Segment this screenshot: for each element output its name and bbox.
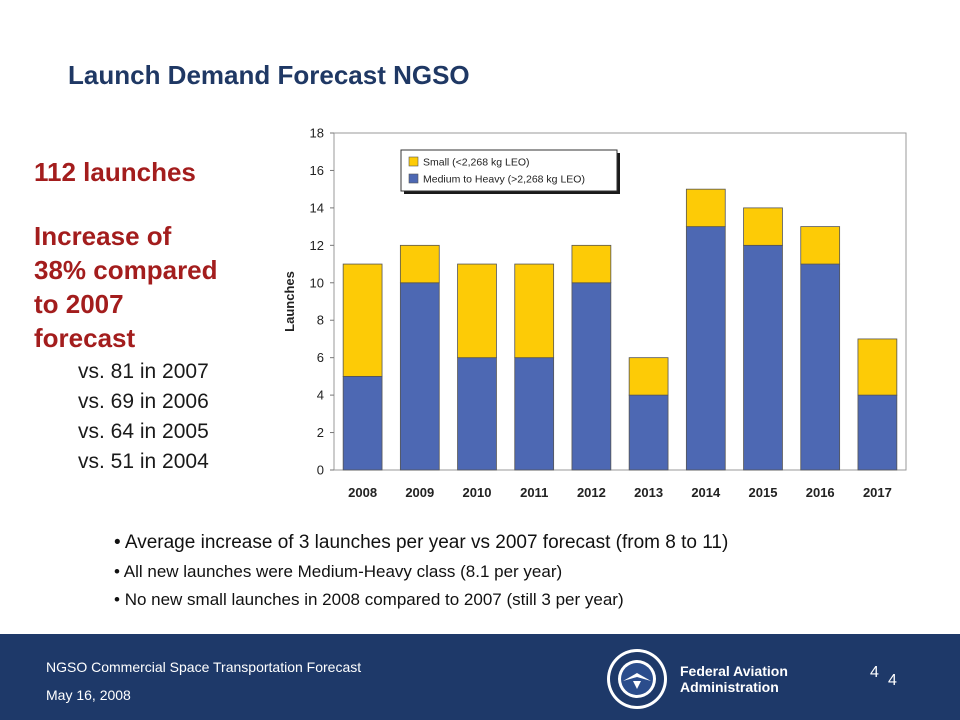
x-tick-label: 2010 (463, 485, 492, 500)
bar-segment (743, 207, 783, 246)
y-tick-label: 14 (310, 200, 324, 215)
y-tick-label: 16 (310, 163, 324, 178)
footer-bar: NGSO Commercial Space Transportation For… (0, 634, 960, 720)
bar-segment (800, 263, 841, 471)
x-tick-label: 2012 (577, 485, 606, 500)
x-tick-label: 2014 (691, 485, 721, 500)
bullet-item: • All new launches were Medium-Heavy cla… (114, 562, 563, 581)
x-tick-label: 2013 (634, 485, 663, 500)
bullet-text-average-increase: Average increase of 3 launches per year … (124, 532, 729, 553)
page-number-duplicate: 4 (888, 672, 897, 689)
bullet-item: • No new small launches in 2008 compared… (114, 590, 624, 609)
bullet-item: • Average increase of 3 launches per yea… (114, 532, 729, 553)
agency-name-line-2: Administration (680, 679, 779, 695)
legend-swatch (408, 156, 419, 167)
y-tick-label: 8 (317, 313, 324, 328)
footer-presentation-title: NGSO Commercial Space Transportation For… (46, 659, 362, 675)
y-tick-label: 10 (310, 275, 324, 290)
bar-segment (685, 188, 726, 228)
bar-segment (457, 357, 497, 471)
y-tick-label: 0 (317, 463, 324, 478)
faa-seal-logo (607, 649, 667, 709)
footer-date: May 16, 2008 (46, 687, 131, 703)
increase-line-2: 38% compared (34, 255, 218, 285)
y-tick-label: 2 (317, 425, 324, 440)
bullet-list: • Average increase of 3 launches per yea… (114, 528, 728, 614)
bar-segment (514, 357, 555, 471)
y-axis-label: Launches (282, 271, 297, 332)
bullet-text-medium-heavy: All new launches were Medium-Heavy class… (123, 562, 563, 581)
increase-line-3: to 2007 (34, 289, 124, 319)
comparison-2005: vs. 64 in 2005 (78, 420, 209, 443)
bar-segment (685, 226, 726, 471)
increase-line-1: Increase of (34, 221, 172, 251)
x-tick-label: 2008 (348, 485, 377, 500)
increase-line-4: forecast (34, 323, 136, 353)
agency-name: Federal Aviation Administration (680, 663, 788, 695)
bar-segment (571, 282, 612, 471)
y-tick-label: 6 (317, 350, 324, 365)
x-tick-label: 2011 (520, 485, 548, 500)
bar-segment (628, 394, 669, 471)
total-launches-headline: 112 launches (34, 157, 196, 187)
slide-title: Launch Demand Forecast NGSO (68, 60, 470, 90)
bullet-text-small-launches: No new small launches in 2008 compared t… (124, 590, 624, 609)
legend-box (400, 149, 618, 192)
x-tick-label: 2009 (405, 485, 434, 500)
bar-segment (399, 244, 440, 284)
comparison-2007: vs. 81 in 2007 (78, 360, 209, 383)
x-tick-label: 2017 (863, 485, 892, 500)
comparison-2006: vs. 69 in 2006 (78, 390, 209, 413)
legend-swatch (408, 173, 419, 184)
bar-segment (857, 394, 898, 471)
launch-forecast-chart: 0 2 4 6 8 10 12 14 16 18 Launches 2008 2009 2010 2011 2… (282, 126, 907, 500)
summary-panel: 112 launches Increase of 38% compared to… (34, 155, 284, 477)
x-tick-label: 2015 (749, 485, 778, 500)
legend-label: Medium to Heavy (>2,268 kg LEO) (423, 174, 585, 186)
bar-segment (857, 338, 898, 396)
bar-segment (743, 244, 783, 471)
bar-segment (571, 244, 612, 284)
bar-segment (342, 263, 383, 377)
bar-segment (800, 226, 841, 265)
x-tick-label: 2016 (806, 485, 835, 500)
page-number: 4 (870, 664, 879, 681)
prior-forecast-comparisons: vs. 81 in 2007 vs. 69 in 2006 vs. 64 in … (78, 357, 284, 477)
bar-segment (457, 263, 497, 359)
bar-segment (514, 263, 555, 359)
comparison-2004: vs. 51 in 2004 (78, 450, 209, 473)
bar-segment (628, 357, 669, 396)
y-tick-label: 12 (310, 238, 324, 253)
agency-name-line-1: Federal Aviation (680, 663, 788, 679)
y-tick-label: 4 (317, 388, 324, 403)
y-tick-label: 18 (310, 126, 324, 141)
legend-label: Small (<2,268 kg LEO) (423, 157, 530, 169)
bar-segment (342, 375, 383, 471)
bar-segment (399, 282, 440, 471)
